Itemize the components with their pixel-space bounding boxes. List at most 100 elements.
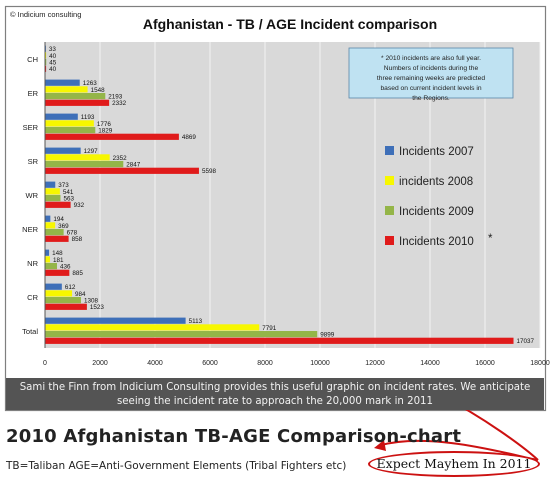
- bar: [45, 222, 56, 229]
- bar: [45, 290, 73, 297]
- bar-value-label: 932: [74, 202, 85, 209]
- legend-entry: Incidents 2009: [399, 206, 474, 218]
- bar: [45, 154, 110, 161]
- bar-value-label: 1297: [84, 148, 99, 155]
- note-box: [348, 47, 514, 99]
- bar: [45, 188, 60, 195]
- bar: [45, 113, 78, 120]
- x-tick-label: 10000: [310, 360, 330, 367]
- category-label: ER: [28, 89, 39, 98]
- category-label: SR: [28, 157, 39, 166]
- bar-value-label: 5113: [189, 318, 203, 325]
- x-tick-label: 0: [43, 360, 47, 367]
- bar-value-label: 436: [60, 264, 71, 271]
- bar-value-label: 541: [63, 189, 74, 196]
- chart-caption: Sami the Finn from Indicium Consulting p…: [6, 378, 544, 410]
- bar: [45, 99, 110, 106]
- bar: [45, 93, 106, 100]
- bar: [45, 256, 50, 263]
- bar-value-label: 2193: [108, 94, 123, 101]
- x-tick-label: 4000: [147, 360, 163, 367]
- bar: [45, 317, 186, 324]
- bar-value-label: 984: [75, 291, 86, 298]
- legend-entry: Incidents 2010: [399, 236, 474, 248]
- bar-value-label: 563: [63, 196, 74, 203]
- note-line: * 2010 incidents are also full year.: [381, 55, 481, 62]
- legend-swatch: [385, 236, 394, 245]
- legend-entry: incidents 2008: [399, 176, 473, 188]
- bar: [45, 120, 94, 127]
- bar: [45, 127, 96, 134]
- post-title: 2010 Afghanistan TB-AGE Comparison-chart: [6, 426, 462, 447]
- bar-value-label: 33: [49, 46, 57, 53]
- legend-asterisk: *: [488, 233, 493, 245]
- chart-title: Afghanistan - TB / AGE Incident comparis…: [143, 16, 437, 32]
- chart-credit: © Indicium consulting: [10, 10, 81, 19]
- note-line: Numbers of incidents during the: [384, 65, 479, 72]
- bar: [45, 59, 47, 66]
- category-label: SER: [23, 123, 39, 132]
- category-label: Total: [22, 327, 38, 336]
- legend-entry: Incidents 2007: [399, 146, 474, 158]
- bar: [45, 195, 61, 202]
- bar-value-label: 1829: [98, 128, 113, 135]
- x-tick-label: 2000: [92, 360, 108, 367]
- bar: [45, 331, 318, 338]
- bar-value-label: 1308: [84, 298, 99, 305]
- bar: [45, 215, 51, 222]
- bar: [45, 303, 87, 310]
- bar-value-label: 1523: [90, 304, 105, 311]
- bar-value-label: 2332: [112, 100, 127, 107]
- category-label: CH: [27, 55, 38, 64]
- bar-value-label: 1193: [81, 114, 95, 121]
- bar: [45, 86, 88, 93]
- category-label: NER: [22, 225, 38, 234]
- x-tick-label: 6000: [202, 360, 218, 367]
- note-text: * 2010 incidents are also full year. Numb…: [377, 55, 485, 102]
- bar: [45, 52, 47, 59]
- bar: [45, 263, 57, 270]
- bar-value-label: 1263: [83, 80, 98, 87]
- bar-value-label: 9899: [320, 332, 335, 339]
- legend: Incidents 2007 incidents 2008 Incidents 20…: [385, 146, 493, 248]
- bar-value-label: 5598: [202, 168, 217, 175]
- bar-value-label: 4869: [182, 134, 197, 141]
- bar: [45, 283, 62, 290]
- bar: [45, 201, 71, 208]
- bar: [45, 229, 64, 236]
- bar-value-label: 2847: [126, 162, 141, 169]
- bar: [45, 133, 179, 140]
- bar-value-label: 194: [53, 216, 64, 223]
- bar-value-label: 2352: [113, 155, 128, 162]
- annotation-ellipse: Expect Mayhem In 2011: [368, 451, 540, 477]
- bar: [45, 161, 124, 168]
- bar-value-label: 885: [72, 270, 83, 277]
- bar: [45, 324, 260, 331]
- post-subtitle: TB=Taliban AGE=Anti-Government Elements …: [6, 460, 347, 472]
- bar-value-label: 1548: [91, 87, 106, 94]
- bar-value-label: 40: [49, 53, 57, 60]
- note-line: based on current incident levels in: [380, 85, 481, 92]
- bar-value-label: 373: [58, 182, 69, 189]
- bar: [45, 269, 70, 276]
- bar-value-label: 181: [53, 257, 64, 264]
- bar: [45, 79, 80, 86]
- bar-value-label: 369: [58, 223, 69, 230]
- note-line: the Regions.: [412, 95, 450, 102]
- bar-value-label: 17037: [517, 338, 535, 345]
- bar: [45, 337, 514, 344]
- legend-swatch: [385, 176, 394, 185]
- category-label: NR: [27, 259, 38, 268]
- bar-value-label: 7791: [262, 325, 277, 332]
- legend-swatch: [385, 146, 394, 155]
- x-tick-label: 12000: [365, 360, 385, 367]
- x-tick-label: 8000: [257, 360, 273, 367]
- x-tick-label: 16000: [475, 360, 495, 367]
- bar-value-label: 858: [72, 236, 83, 243]
- x-tick-label: 14000: [420, 360, 440, 367]
- bar: [45, 147, 81, 154]
- note-line: three remaining weeks are predicted: [377, 75, 485, 82]
- bar-value-label: 148: [52, 250, 63, 257]
